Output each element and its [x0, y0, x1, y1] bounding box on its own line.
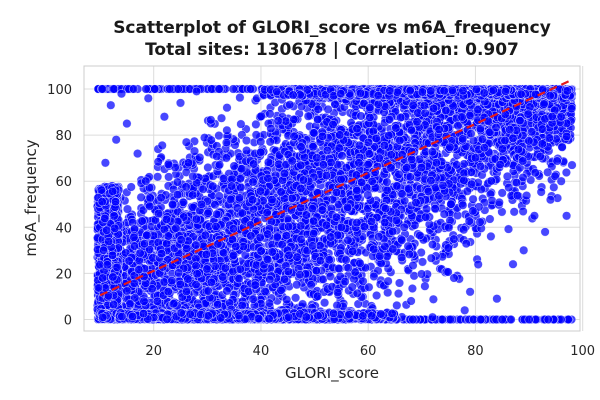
data-point	[486, 231, 496, 241]
data-point	[251, 130, 261, 140]
data-point	[263, 157, 274, 167]
data-point	[222, 103, 232, 113]
data-point	[392, 300, 402, 310]
data-point	[407, 283, 417, 294]
data-point	[428, 294, 438, 304]
data-point	[216, 113, 227, 123]
data-point	[468, 194, 478, 204]
data-point	[397, 252, 407, 263]
data-point	[214, 131, 224, 141]
data-point	[159, 277, 169, 287]
data-points	[92, 84, 577, 325]
data-point	[458, 200, 468, 210]
chart-subtitle: Total sites: 130678 | Correlation: 0.907	[145, 40, 519, 60]
data-point	[208, 181, 218, 191]
data-point	[303, 111, 313, 121]
data-point	[203, 162, 213, 173]
data-point	[235, 93, 245, 103]
data-point	[382, 185, 392, 195]
data-point	[382, 177, 392, 187]
data-point	[403, 241, 413, 251]
data-point	[394, 278, 405, 288]
data-point	[459, 225, 469, 235]
data-point	[320, 298, 330, 308]
data-point	[256, 137, 266, 147]
data-point	[518, 156, 528, 166]
data-point	[380, 218, 390, 228]
data-point	[485, 214, 495, 224]
data-point	[512, 190, 522, 201]
data-point	[503, 224, 514, 234]
data-point	[265, 109, 275, 119]
data-point	[266, 123, 276, 134]
data-point	[552, 156, 562, 166]
data-point	[509, 207, 519, 217]
data-point	[256, 111, 266, 121]
data-point	[153, 172, 163, 182]
data-point	[313, 114, 323, 124]
data-point	[502, 171, 512, 181]
data-point	[210, 200, 220, 210]
data-point	[444, 223, 454, 233]
data-point	[256, 147, 266, 157]
chart-title: Scatterplot of GLORI_score vs m6A_freque…	[113, 18, 551, 38]
data-point	[417, 257, 428, 267]
data-point	[372, 290, 382, 301]
data-point	[443, 243, 453, 253]
data-point	[356, 111, 366, 121]
data-point	[260, 286, 270, 297]
data-point	[164, 172, 174, 182]
data-point	[497, 188, 507, 198]
data-point	[393, 289, 404, 299]
data-point	[126, 182, 136, 192]
data-point	[291, 293, 301, 303]
data-point	[251, 119, 261, 129]
data-point	[237, 164, 247, 174]
